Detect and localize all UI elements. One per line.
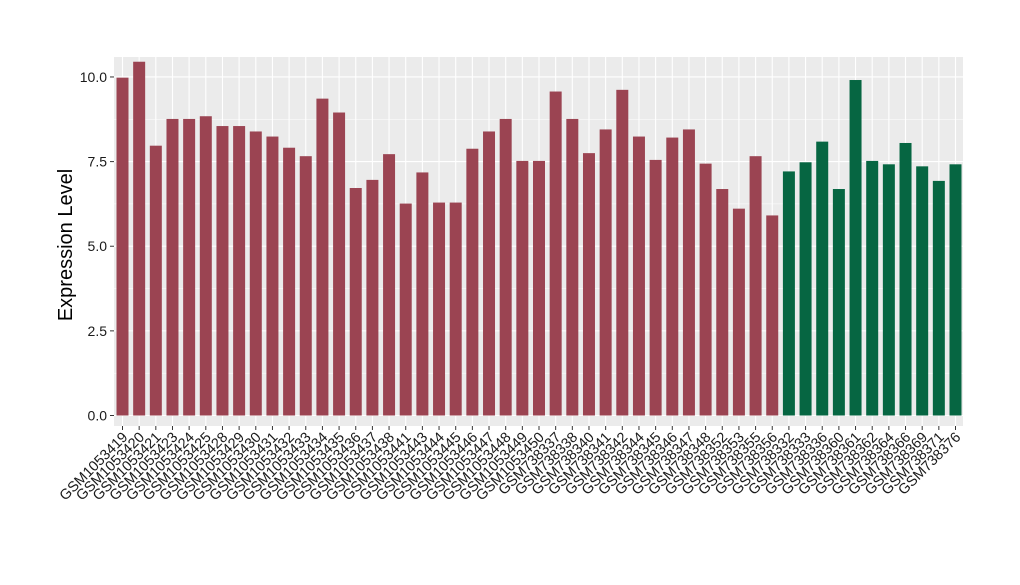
y-tick-label: 2.5 (88, 323, 108, 339)
bar (216, 126, 229, 416)
bar (716, 189, 729, 416)
y-tick-label: 10.0 (80, 69, 107, 85)
y-axis-label: Expression Level (55, 169, 77, 321)
bar (399, 203, 412, 416)
bar (383, 154, 396, 416)
bar (133, 61, 146, 416)
bar (149, 145, 162, 416)
bar (366, 179, 379, 416)
y-tick-label: 0.0 (88, 408, 108, 424)
bar (166, 118, 179, 416)
bar (766, 215, 779, 416)
bar (732, 208, 745, 416)
bar (299, 156, 312, 416)
bar (782, 171, 795, 416)
bar (249, 131, 262, 416)
bar (549, 91, 562, 416)
bar (449, 202, 462, 416)
bar (682, 129, 695, 416)
bar (433, 202, 446, 416)
bar (116, 77, 129, 416)
bar (849, 80, 862, 416)
bar (566, 118, 579, 416)
bar (832, 189, 845, 416)
bar (266, 136, 279, 416)
bar (416, 172, 429, 416)
bar (516, 160, 529, 416)
bar (233, 126, 246, 416)
bar (799, 162, 812, 416)
bar (483, 131, 496, 416)
bar (183, 118, 196, 416)
y-axis: 0.0 2.5 5.0 7.5 10.0 (80, 69, 114, 424)
bar (749, 156, 762, 416)
bar (199, 116, 212, 416)
bar (949, 164, 962, 416)
bar (349, 188, 362, 416)
bar (916, 166, 929, 416)
bar (316, 98, 329, 416)
bar (816, 141, 829, 416)
bar (333, 112, 346, 416)
bar (466, 148, 479, 416)
bar (649, 159, 662, 416)
bar (582, 153, 595, 416)
bar (899, 142, 912, 416)
bar (533, 160, 545, 416)
bars-group (116, 61, 962, 416)
y-tick-label: 5.0 (88, 238, 108, 254)
bar (616, 89, 629, 416)
bar (932, 180, 945, 416)
bar (866, 160, 879, 416)
y-tick-label: 7.5 (88, 154, 108, 170)
x-axis: GSM1053419GSM1053420GSM1053421GSM1053423… (57, 426, 964, 504)
bar (882, 164, 895, 416)
bar (666, 137, 679, 416)
bar (599, 129, 612, 416)
bar (283, 147, 296, 416)
bar (499, 118, 512, 416)
bar (632, 136, 645, 416)
bar (699, 163, 712, 416)
